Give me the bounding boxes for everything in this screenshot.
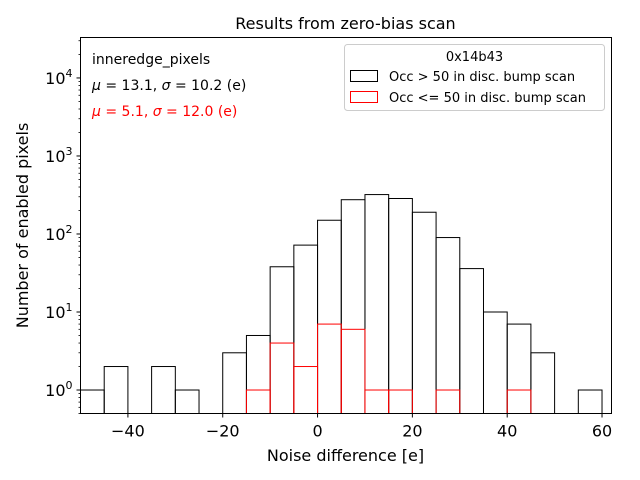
bar-occ-high-19 bbox=[530, 352, 556, 414]
bar-occ-high-21 bbox=[577, 389, 603, 415]
y-tick-label: 103 bbox=[45, 145, 72, 166]
bar-occ-high-7 bbox=[245, 334, 271, 414]
annotations: inneredge_pixels μ = 13.1, σ = 10.2 (e) μ … bbox=[91, 52, 246, 120]
bar-occ-low-13 bbox=[388, 389, 413, 415]
chart-title: Results from zero-bias scan bbox=[235, 14, 455, 33]
bar-occ-high-12 bbox=[364, 194, 390, 414]
y-axis: 100 101 102 103 104 bbox=[45, 40, 81, 414]
y-tick-label: 100 bbox=[45, 379, 72, 400]
bar-occ-high-18 bbox=[506, 323, 532, 415]
annotation-3: μ = 5.1, σ = 12.0 (e) bbox=[91, 104, 237, 120]
bar-occ-high-16 bbox=[459, 268, 484, 414]
legend-title: 0x14b43 bbox=[446, 50, 503, 65]
bar-occ-high-9 bbox=[293, 244, 319, 414]
bar-occ-low-10 bbox=[317, 323, 342, 415]
x-tick-label: −20 bbox=[206, 422, 240, 441]
legend-swatch-occ-high bbox=[350, 70, 378, 82]
y-tick-label: 102 bbox=[45, 223, 72, 244]
x-tick-label: 20 bbox=[402, 422, 422, 441]
legend-swatch-occ-low bbox=[350, 91, 378, 103]
bar-occ-high-1 bbox=[103, 366, 129, 414]
legend-entry-occ-low: Occ <= 50 in disc. bump scan bbox=[389, 91, 586, 106]
y-tick-label: 101 bbox=[45, 301, 72, 322]
bar-occ-high-4 bbox=[174, 389, 200, 415]
x-tick-label: 0 bbox=[312, 422, 322, 441]
y-tick-label: 104 bbox=[45, 67, 72, 88]
bar-occ-low-18 bbox=[506, 389, 532, 415]
bar-occ-low-8 bbox=[269, 342, 295, 415]
x-tick-label: 60 bbox=[592, 422, 612, 441]
legend-entry-occ-high: Occ > 50 in disc. bump scan bbox=[389, 70, 575, 85]
bar-occ-high-14 bbox=[411, 211, 437, 414]
bar-occ-high-17 bbox=[482, 311, 508, 415]
bar-occ-low-11 bbox=[340, 328, 366, 415]
bar-occ-high-6 bbox=[222, 352, 247, 414]
bar-occ-high-13 bbox=[388, 197, 413, 414]
legend: 0x14b43 Occ > 50 in disc. bump scan Occ … bbox=[344, 44, 605, 111]
x-axis-label: Noise difference [e] bbox=[267, 446, 424, 465]
bar-occ-high-8 bbox=[269, 266, 295, 415]
bar-occ-high-10 bbox=[317, 219, 342, 414]
bar-occ-high-15 bbox=[435, 237, 461, 414]
x-tick-label: 40 bbox=[497, 422, 517, 441]
bar-occ-low-7 bbox=[245, 389, 271, 415]
bar-occ-high-3 bbox=[151, 366, 176, 414]
annotation-2: μ = 13.1, σ = 10.2 (e) bbox=[91, 78, 246, 94]
bar-occ-low-9 bbox=[293, 366, 319, 414]
plot-frame bbox=[80, 37, 612, 414]
annotation-1: inneredge_pixels bbox=[92, 52, 210, 68]
bar-occ-low-12 bbox=[364, 389, 390, 415]
bar-occ-high-0 bbox=[80, 389, 105, 415]
histogram-bars bbox=[80, 194, 603, 415]
bar-occ-high-11 bbox=[340, 199, 366, 414]
x-tick-label: −40 bbox=[111, 422, 145, 441]
y-axis-label: Number of enabled pixels bbox=[13, 123, 32, 329]
bar-occ-low-15 bbox=[435, 389, 461, 415]
x-axis: −40 −20 0 20 40 60 bbox=[111, 413, 612, 441]
legend-box bbox=[344, 44, 605, 111]
